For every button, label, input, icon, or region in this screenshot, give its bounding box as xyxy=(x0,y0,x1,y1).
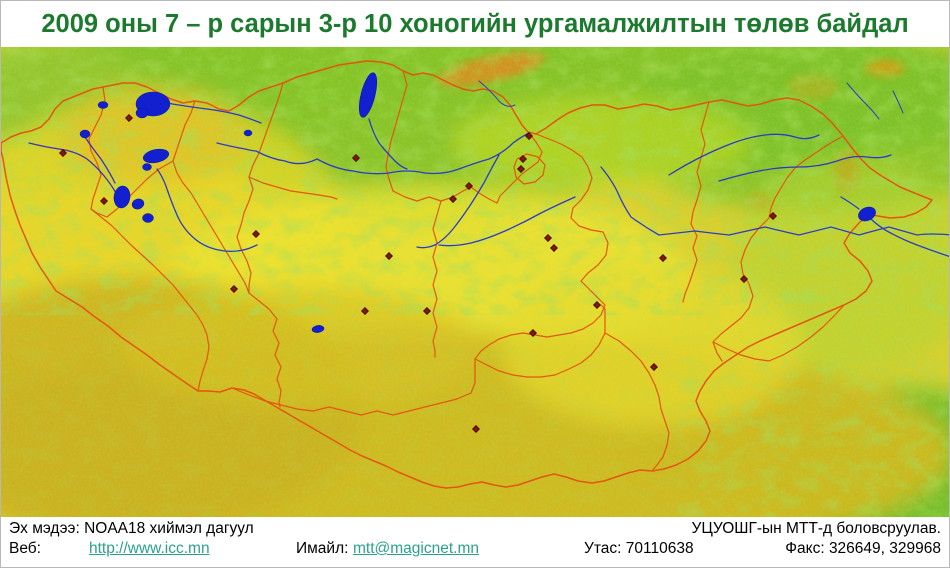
lakes-layer xyxy=(79,72,876,333)
phone-label: Утас: 70110638 xyxy=(584,540,694,557)
fax-label: Факс: 326649, 329968 xyxy=(785,540,941,557)
processed-by-label: УЦУОШГ-ын МТТ-д боловсруулав. xyxy=(691,520,941,537)
ndvi-base-layer xyxy=(1,47,949,517)
vegetation-map-canvas xyxy=(1,47,949,517)
email-link[interactable]: mtt@magicnet.mn xyxy=(353,540,479,557)
vegetation-map xyxy=(1,47,949,517)
web-label: Веб: xyxy=(9,540,41,557)
rivers-layer xyxy=(28,80,949,258)
title-bar: 2009 оны 7 – р сарын 3-р 10 хоногийн ург… xyxy=(1,1,949,47)
website-link[interactable]: http://www.icc.mn xyxy=(89,540,210,557)
page-title: 2009 оны 7 – р сарын 3-р 10 хоногийн ург… xyxy=(41,9,909,38)
email-label: Имайл: xyxy=(296,540,349,557)
footer-bar: Эх мэдээ: NOAA18 хиймэл дагуул УЦУОШГ-ын… xyxy=(1,517,949,567)
data-source-label: Эх мэдээ: NOAA18 хиймэл дагуул xyxy=(9,520,254,537)
